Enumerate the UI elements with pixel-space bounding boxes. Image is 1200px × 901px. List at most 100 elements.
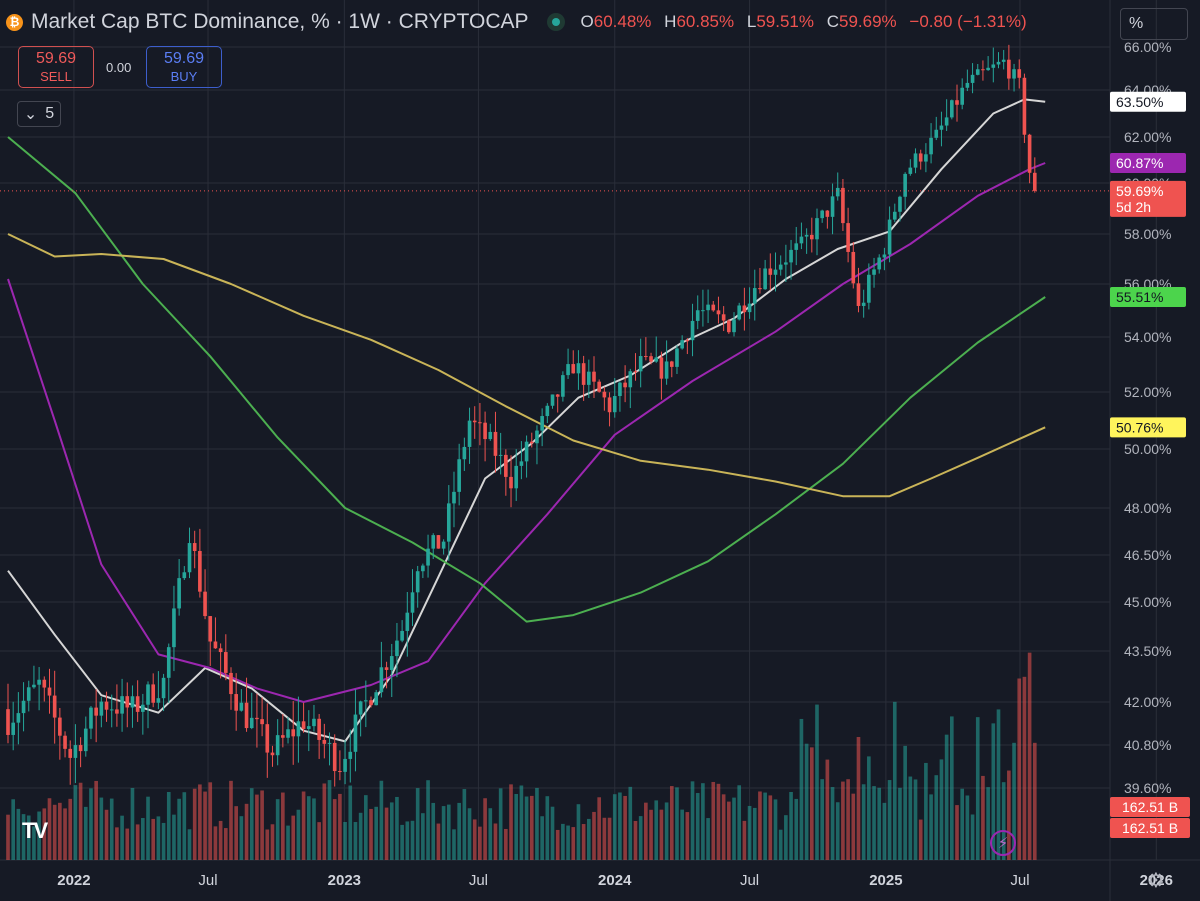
volume-bar — [711, 781, 716, 860]
indicators-toggle-button[interactable]: ⌄ 5 — [17, 101, 61, 127]
volume-bar — [467, 808, 472, 860]
candle-body — [358, 701, 363, 715]
buy-button[interactable]: 59.69 BUY — [146, 46, 222, 88]
volume-bar — [374, 806, 379, 860]
candle-body — [944, 117, 949, 126]
candle-body — [47, 687, 52, 696]
market-status-icon[interactable] — [546, 13, 565, 31]
volume-bar — [229, 780, 233, 860]
volume-bar — [493, 823, 498, 860]
candle-body — [612, 396, 617, 413]
candle-body — [571, 364, 576, 374]
symbol-title[interactable]: Market Cap BTC Dominance, % · 1W · CRYPT… — [31, 10, 529, 33]
candle-body — [441, 541, 446, 549]
candle-body — [960, 87, 965, 105]
volume-bar — [877, 787, 882, 860]
volume-bar — [457, 802, 461, 860]
x-tick-label: 2023 — [328, 872, 361, 889]
gear-icon[interactable]: ⚙ — [1147, 870, 1165, 892]
volume-bar — [322, 783, 327, 860]
ohlc-change: −0.80 (−1.31%) — [909, 12, 1027, 31]
candle-body — [825, 210, 830, 217]
candle-body — [727, 320, 731, 333]
candle-body — [405, 612, 410, 631]
candle-body — [1022, 77, 1027, 135]
volume-bar — [638, 816, 643, 860]
volume-bar — [338, 793, 342, 860]
volume-bar — [135, 824, 140, 860]
volume-bar — [16, 808, 21, 860]
volume-bar — [37, 811, 41, 860]
volume-bar — [561, 823, 565, 860]
volume-bar — [94, 780, 98, 860]
candle-body — [104, 701, 109, 710]
volume-bar — [747, 805, 752, 860]
volume-bar — [99, 797, 104, 860]
volume-bar — [867, 756, 871, 860]
candle-body — [934, 129, 939, 138]
candle-body — [773, 269, 778, 275]
volume-bar — [198, 784, 202, 860]
x-tick-label: Jul — [469, 872, 488, 889]
volume-bar — [789, 792, 793, 860]
candle-body — [887, 219, 892, 255]
candle-body — [545, 405, 550, 417]
x-tick-label: 2025 — [869, 872, 902, 889]
candle-body — [89, 707, 93, 729]
volume-bar — [1012, 742, 1016, 860]
volume-bar — [830, 787, 835, 860]
candle-body — [369, 700, 373, 706]
candle-body — [680, 340, 684, 349]
candle-body — [970, 74, 975, 83]
volume-bar — [11, 799, 16, 860]
volume-bar — [223, 828, 228, 860]
volume-bar — [763, 792, 767, 860]
volume-bar — [68, 798, 73, 860]
candle-body — [208, 616, 213, 642]
y-tick-label: 54.00% — [1124, 329, 1171, 345]
volume-bar — [462, 789, 467, 860]
volume-bar — [986, 787, 990, 860]
volume-bar — [607, 817, 612, 860]
candle-body — [52, 695, 57, 718]
candle-body — [566, 364, 570, 376]
candle-body — [841, 187, 845, 224]
candle-body — [426, 548, 430, 566]
candle-body — [804, 234, 809, 237]
x-tick-label: Jul — [1010, 872, 1029, 889]
candlesticks — [6, 44, 1037, 787]
candle-body — [68, 748, 73, 758]
candle-body — [348, 751, 353, 759]
y-tick-label: 42.00% — [1124, 694, 1171, 710]
bitcoin-icon: ₿ — [6, 13, 23, 31]
volume-bar — [78, 782, 83, 860]
candle-body — [851, 251, 856, 284]
candle-body — [260, 719, 264, 725]
candle-body — [58, 717, 62, 736]
candle-body — [177, 578, 181, 609]
volume-bar — [721, 794, 726, 860]
candle-body — [706, 304, 710, 311]
tradingview-logo[interactable]: TV — [22, 818, 48, 843]
volume-bar — [716, 783, 721, 860]
volume-bar — [249, 788, 254, 860]
volume-bar — [130, 787, 135, 860]
scale-mode-button[interactable]: % — [1120, 8, 1188, 40]
volume-bars — [6, 652, 1037, 860]
candle-body — [540, 416, 544, 431]
volume-bar — [446, 804, 451, 860]
ohlc-high-value: 60.85% — [676, 12, 735, 31]
volume-bar — [535, 787, 539, 860]
candle-body — [1027, 134, 1032, 173]
lightning-icon[interactable]: ⚡ — [990, 830, 1016, 856]
volume-bar — [529, 795, 534, 860]
candle-body — [120, 696, 124, 714]
candle-body — [37, 679, 41, 685]
volume-bar — [83, 806, 88, 860]
candle-body — [638, 356, 643, 372]
sell-button[interactable]: 59.69 SELL — [18, 46, 94, 88]
candle-body — [794, 243, 799, 250]
volume-bar — [918, 819, 923, 860]
volume-bar — [509, 784, 513, 860]
